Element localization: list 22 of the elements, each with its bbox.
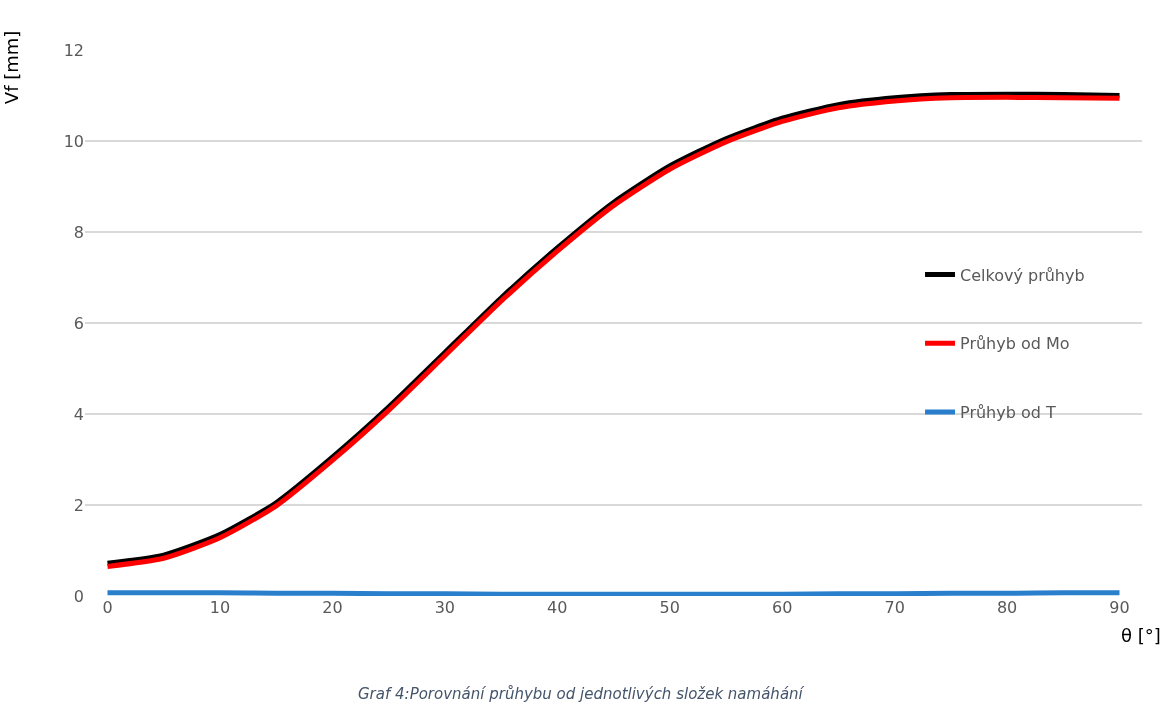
y-tick-label: 2	[73, 495, 84, 515]
x-tick-label: 80	[996, 598, 1018, 617]
x-tick-label: 0	[102, 598, 113, 617]
y-tick-label: 10	[63, 131, 84, 151]
y-tick-label: 12	[63, 40, 84, 60]
legend-label: Celkový průhyb	[960, 265, 1085, 285]
y-axis-title: Vf [mm]	[0, 30, 22, 105]
x-tick-label: 50	[659, 598, 680, 617]
x-axis-title: θ [°]	[1121, 625, 1161, 646]
text: Graf 4:Porovnání průhybu od jednotlivých složek namáhání	[358, 685, 805, 703]
x-tick-label: 20	[322, 598, 343, 617]
x-tick-label: 10	[209, 598, 231, 617]
x-tick-label: 40	[547, 598, 568, 617]
x-tick-label: 70	[884, 598, 905, 617]
x-tick-label: 60	[771, 598, 793, 617]
legend-label: Průhyb od Mo	[960, 334, 1070, 354]
legend-label: Průhyb od T	[960, 403, 1056, 423]
x-tick-label: 30	[434, 598, 456, 617]
y-tick-label: 6	[73, 313, 84, 333]
y-tick-label: 4	[73, 404, 84, 424]
y-tick-label: 8	[73, 222, 84, 242]
x-tick-label: 90	[1109, 598, 1130, 617]
